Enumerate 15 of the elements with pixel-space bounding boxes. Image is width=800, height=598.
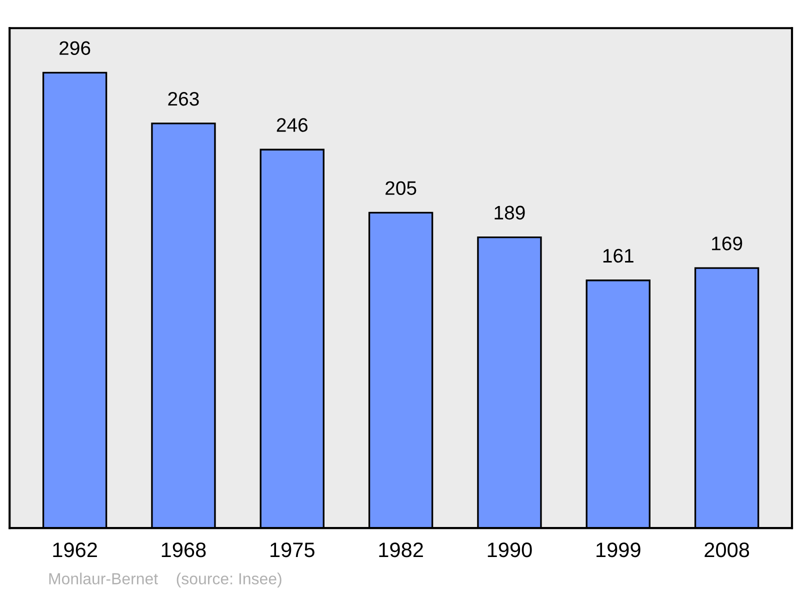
- x-tick-label: 2008: [704, 542, 750, 558]
- data-label: 263: [168, 92, 199, 106]
- data-label: 296: [60, 41, 90, 55]
- x-tick-label: 1975: [270, 542, 314, 558]
- x-tick-label: 1982: [379, 542, 423, 558]
- data-label: 189: [494, 206, 525, 220]
- x-tick-label: 1999: [596, 542, 640, 558]
- x-tick-label: 1990: [488, 542, 532, 558]
- text: Monlaur-Bernet (source: Insee): [49, 572, 282, 588]
- x-tick-label: 1968: [162, 542, 206, 558]
- data-label: 205: [386, 181, 416, 195]
- data-label: 161: [603, 248, 634, 263]
- x-tick-label: 1962: [53, 542, 97, 558]
- data-label: 246: [276, 118, 308, 132]
- data-label: 169: [712, 236, 742, 250]
